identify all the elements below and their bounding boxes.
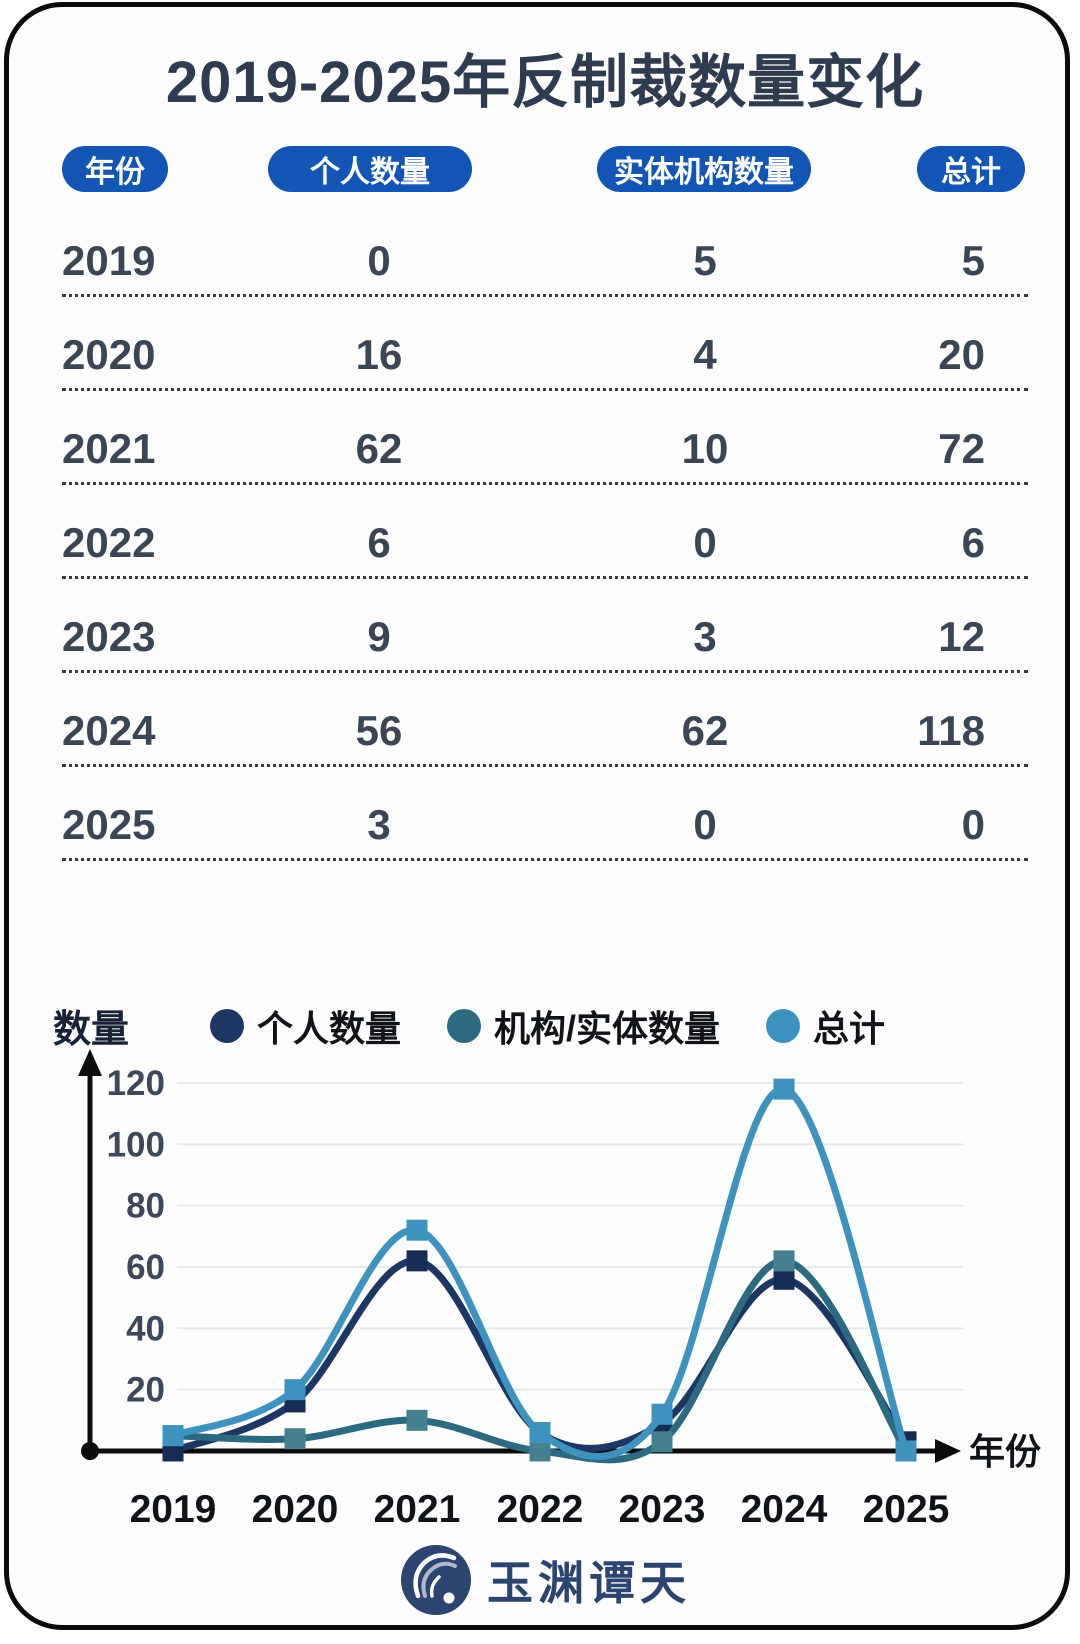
data-point-marker	[651, 1403, 673, 1425]
logo-text: 玉渊谭天	[487, 1557, 691, 1609]
data-point-marker	[284, 1379, 306, 1401]
table-row: 2020 16 4 20	[62, 297, 1028, 391]
x-tick-label: 2024	[741, 1488, 828, 1531]
table-cell-year: 2020	[62, 331, 156, 378]
data-point-marker	[651, 1431, 673, 1453]
x-axis-arrow-icon	[935, 1439, 961, 1463]
legend-label: 总计	[813, 1008, 886, 1049]
header-pill-3: 总计	[917, 146, 1025, 192]
table-row: 2024 56 62 118	[62, 673, 1028, 767]
table-cell-year: 2021	[62, 425, 156, 472]
table-row: 2023 9 3 12	[62, 579, 1028, 673]
y-tick-label: 80	[126, 1187, 165, 1226]
legend-dot-icon	[447, 1009, 482, 1043]
data-point-marker	[529, 1440, 551, 1462]
table-row: 2021 62 10 72	[62, 391, 1028, 485]
x-tick-label: 2022	[497, 1488, 584, 1531]
x-tick-label: 2020	[252, 1488, 339, 1531]
table-row: 2019 0 5 5	[62, 203, 1028, 297]
table-cell-value: 3	[693, 613, 717, 660]
data-point-marker	[895, 1440, 917, 1462]
brand-logo: 玉渊谭天	[5, 1543, 1080, 1617]
table-row: 2025 3 0 0	[62, 767, 1028, 861]
table-cell-value: 6	[367, 519, 391, 566]
legend-item: 个人数量	[210, 1000, 401, 1052]
table-cell-value: 0	[693, 801, 717, 848]
table-cell-year: 2025	[62, 801, 156, 848]
header-pill-2: 实体机构数量	[597, 146, 811, 192]
table-cell-value: 0	[367, 237, 391, 284]
table-cell-value: 6	[961, 519, 985, 566]
data-point-marker	[162, 1425, 184, 1447]
table-cell-value: 10	[681, 425, 729, 472]
data-point-marker	[773, 1250, 795, 1272]
page-title: 2019-2025年反制裁数量变化	[165, 50, 925, 115]
legend-dot-icon	[210, 1009, 244, 1043]
data-point-marker	[406, 1250, 428, 1272]
legend-item: 总计	[766, 1000, 885, 1052]
table-cell-value: 56	[355, 707, 403, 754]
table-row: 2022 6 0 6	[62, 485, 1028, 579]
table-cell-value: 0	[693, 519, 717, 566]
table-cell-year: 2022	[62, 519, 156, 566]
table-cell-value: 0	[961, 801, 985, 848]
table-cell-value: 9	[367, 613, 391, 660]
table-cell-value: 62	[681, 707, 729, 754]
data-point-marker	[406, 1409, 428, 1431]
legend-label: 机构/实体数量	[494, 1008, 721, 1049]
sanctions-table: 2019 0 5 5 2020 16 4 20 2021 62 10 72 2022 6 0 6 2023 9 3 1…	[62, 203, 1028, 861]
table-cell-value: 20	[938, 331, 985, 378]
y-tick-label: 100	[107, 1125, 165, 1164]
table-cell-year: 2023	[62, 613, 156, 660]
chart-legend: 个人数量 机构/实体数量 总计	[210, 1000, 885, 1052]
table-cell-value: 3	[367, 801, 391, 848]
y-tick-label: 40	[126, 1309, 165, 1348]
x-tick-label: 2021	[374, 1488, 461, 1531]
y-tick-label: 20	[126, 1371, 165, 1410]
data-point-marker	[773, 1078, 795, 1100]
y-axis-title: 数量	[53, 1009, 130, 1051]
data-point-marker	[773, 1268, 795, 1290]
y-tick-label: 60	[126, 1248, 165, 1287]
table-cell-year: 2024	[62, 707, 156, 754]
table-cell-value: 62	[355, 425, 403, 472]
x-tick-label: 2025	[863, 1488, 950, 1531]
table-cell-year: 2019	[62, 237, 156, 284]
header-pill-1: 个人数量	[268, 146, 472, 192]
logo-wave-icon	[401, 1545, 471, 1615]
table-cell-value: 5	[693, 237, 717, 284]
infographic-card: 2019-2025年反制裁数量变化 年份 个人数量 实体机构数量 总计 2019 0 5 5…	[4, 2, 1070, 1630]
legend-item: 机构/实体数量	[447, 1000, 720, 1052]
x-axis-title: 年份	[969, 1431, 1041, 1472]
table-cell-value: 118	[917, 707, 985, 754]
legend-label: 个人数量	[257, 1008, 402, 1049]
table-cell-value: 5	[961, 237, 985, 284]
x-tick-label: 2019	[130, 1488, 217, 1531]
y-axis-arrow-icon	[78, 1049, 102, 1076]
x-tick-label: 2023	[619, 1488, 706, 1531]
table-cell-value: 12	[938, 613, 985, 660]
header-pill-0: 年份	[62, 146, 168, 192]
series-line	[169, 1085, 910, 1460]
table-cell-value: 4	[693, 331, 717, 378]
origin-dot	[81, 1442, 99, 1460]
data-point-marker	[284, 1428, 306, 1450]
line-chart: 20 40 60 80 100 120 年份 2019 2020 2021 2022 2023 2024…	[78, 1049, 1041, 1531]
legend-dot-icon	[766, 1009, 801, 1043]
y-tick-label: 120	[107, 1064, 165, 1103]
table-cell-value: 16	[355, 331, 403, 378]
data-point-marker	[529, 1422, 551, 1444]
data-point-marker	[406, 1219, 428, 1241]
table-cell-value: 72	[938, 425, 985, 472]
